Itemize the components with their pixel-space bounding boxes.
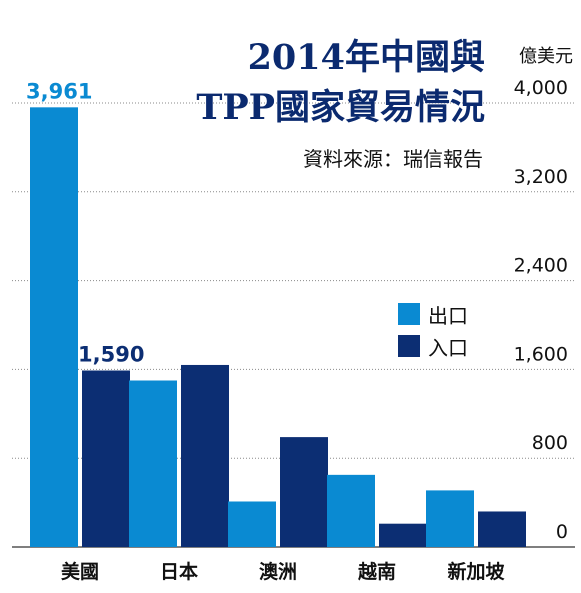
chart-source: 資料來源：瑞信報告 — [303, 147, 483, 171]
x-tick-label: 美國 — [61, 560, 99, 583]
bar-import — [280, 437, 328, 547]
chart-title-line-2: TPP國家貿易情況 — [196, 87, 485, 128]
legend-label-import: 入口 — [428, 335, 468, 360]
chart-title-line-1: 2014年中國與 — [247, 37, 485, 78]
bar-export — [30, 107, 78, 547]
bar-export — [426, 490, 474, 547]
y-tick-label: 4,000 — [514, 77, 568, 99]
legend-swatch-import — [398, 335, 420, 357]
bar-export — [327, 474, 375, 547]
y-tick-label: 2,400 — [514, 255, 568, 277]
y-tick-label: 0 — [556, 521, 568, 543]
legend: 出口 入口 — [398, 298, 468, 362]
legend-swatch-export — [398, 303, 420, 325]
x-tick-label: 澳洲 — [259, 560, 297, 583]
bar-import — [181, 364, 229, 547]
x-tick-label: 越南 — [357, 560, 396, 583]
y-tick-label: 3,200 — [514, 166, 568, 188]
y-tick-label: 800 — [532, 432, 568, 454]
x-tick-label: 新加坡 — [447, 560, 505, 583]
bar-export — [228, 501, 276, 547]
bar-import — [82, 370, 130, 547]
bar-export — [129, 380, 177, 547]
bar-import — [478, 511, 526, 547]
y-tick-label: 1,600 — [514, 343, 568, 365]
labels: 0 800 1,600 2,400 3,200 4,000 美國 日本 澳洲 越南 新加坡 3,961… — [26, 77, 568, 583]
data-label: 1,590 — [78, 343, 144, 367]
legend-item-export: 出口 — [398, 298, 468, 330]
legend-item-import: 入口 — [398, 330, 468, 362]
data-label: 3,961 — [26, 79, 92, 103]
y-axis-unit: 億美元 — [519, 46, 573, 67]
x-tick-label: 日本 — [160, 560, 198, 583]
bar-import — [379, 523, 427, 547]
legend-label-export: 出口 — [428, 303, 468, 328]
bars — [30, 107, 526, 547]
